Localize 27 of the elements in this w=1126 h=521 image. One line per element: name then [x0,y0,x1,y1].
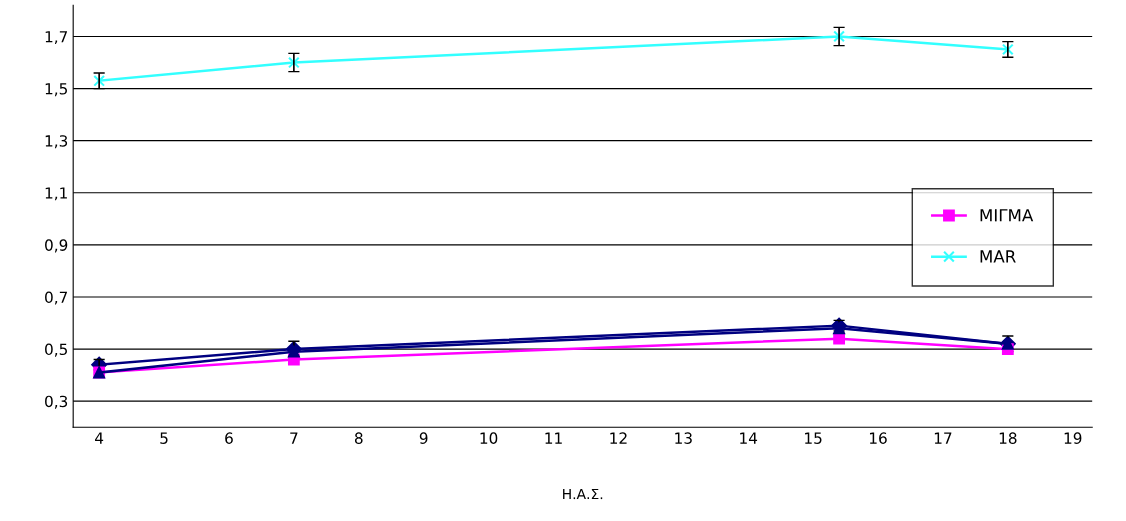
x-tick-label: 18 [999,432,1017,444]
x-tick-label: 16 [869,432,887,444]
x-tick-label: 8 [354,432,363,444]
x-tick-label: 7 [290,432,298,444]
x-tick-label: 9 [419,432,428,444]
y-tick-label: 0,5 [45,343,67,357]
x-tick-label: 10 [480,432,498,444]
x-tick-label: 4 [95,432,104,444]
y-tick-label: 1,3 [45,135,68,149]
y-tick-label: 1,5 [45,83,67,97]
x-tick-label: 15 [805,432,822,444]
legend-label: MAR [980,250,1016,263]
y-tick-label: 0,9 [45,239,68,253]
y-tick-label: 1,1 [45,187,67,201]
x-tick-label: 19 [1064,432,1082,444]
x-tick-label: 6 [225,432,233,444]
x-tick-label: 11 [545,432,562,444]
x-tick-label: 17 [934,432,952,444]
y-tick-label: 1,7 [45,31,68,45]
x-tick-label: 14 [740,432,758,444]
legend-label: ΜΙΓΜΑ [980,209,1034,222]
x-tick-label: 13 [675,432,692,444]
y-tick-label: 0,3 [45,395,68,409]
y-tick-label: 0,7 [45,291,68,305]
x-tick-label: 12 [610,432,627,444]
x-tick-label: 5 [160,432,168,444]
x-axis-title: Η.Α.Σ. [563,488,603,500]
